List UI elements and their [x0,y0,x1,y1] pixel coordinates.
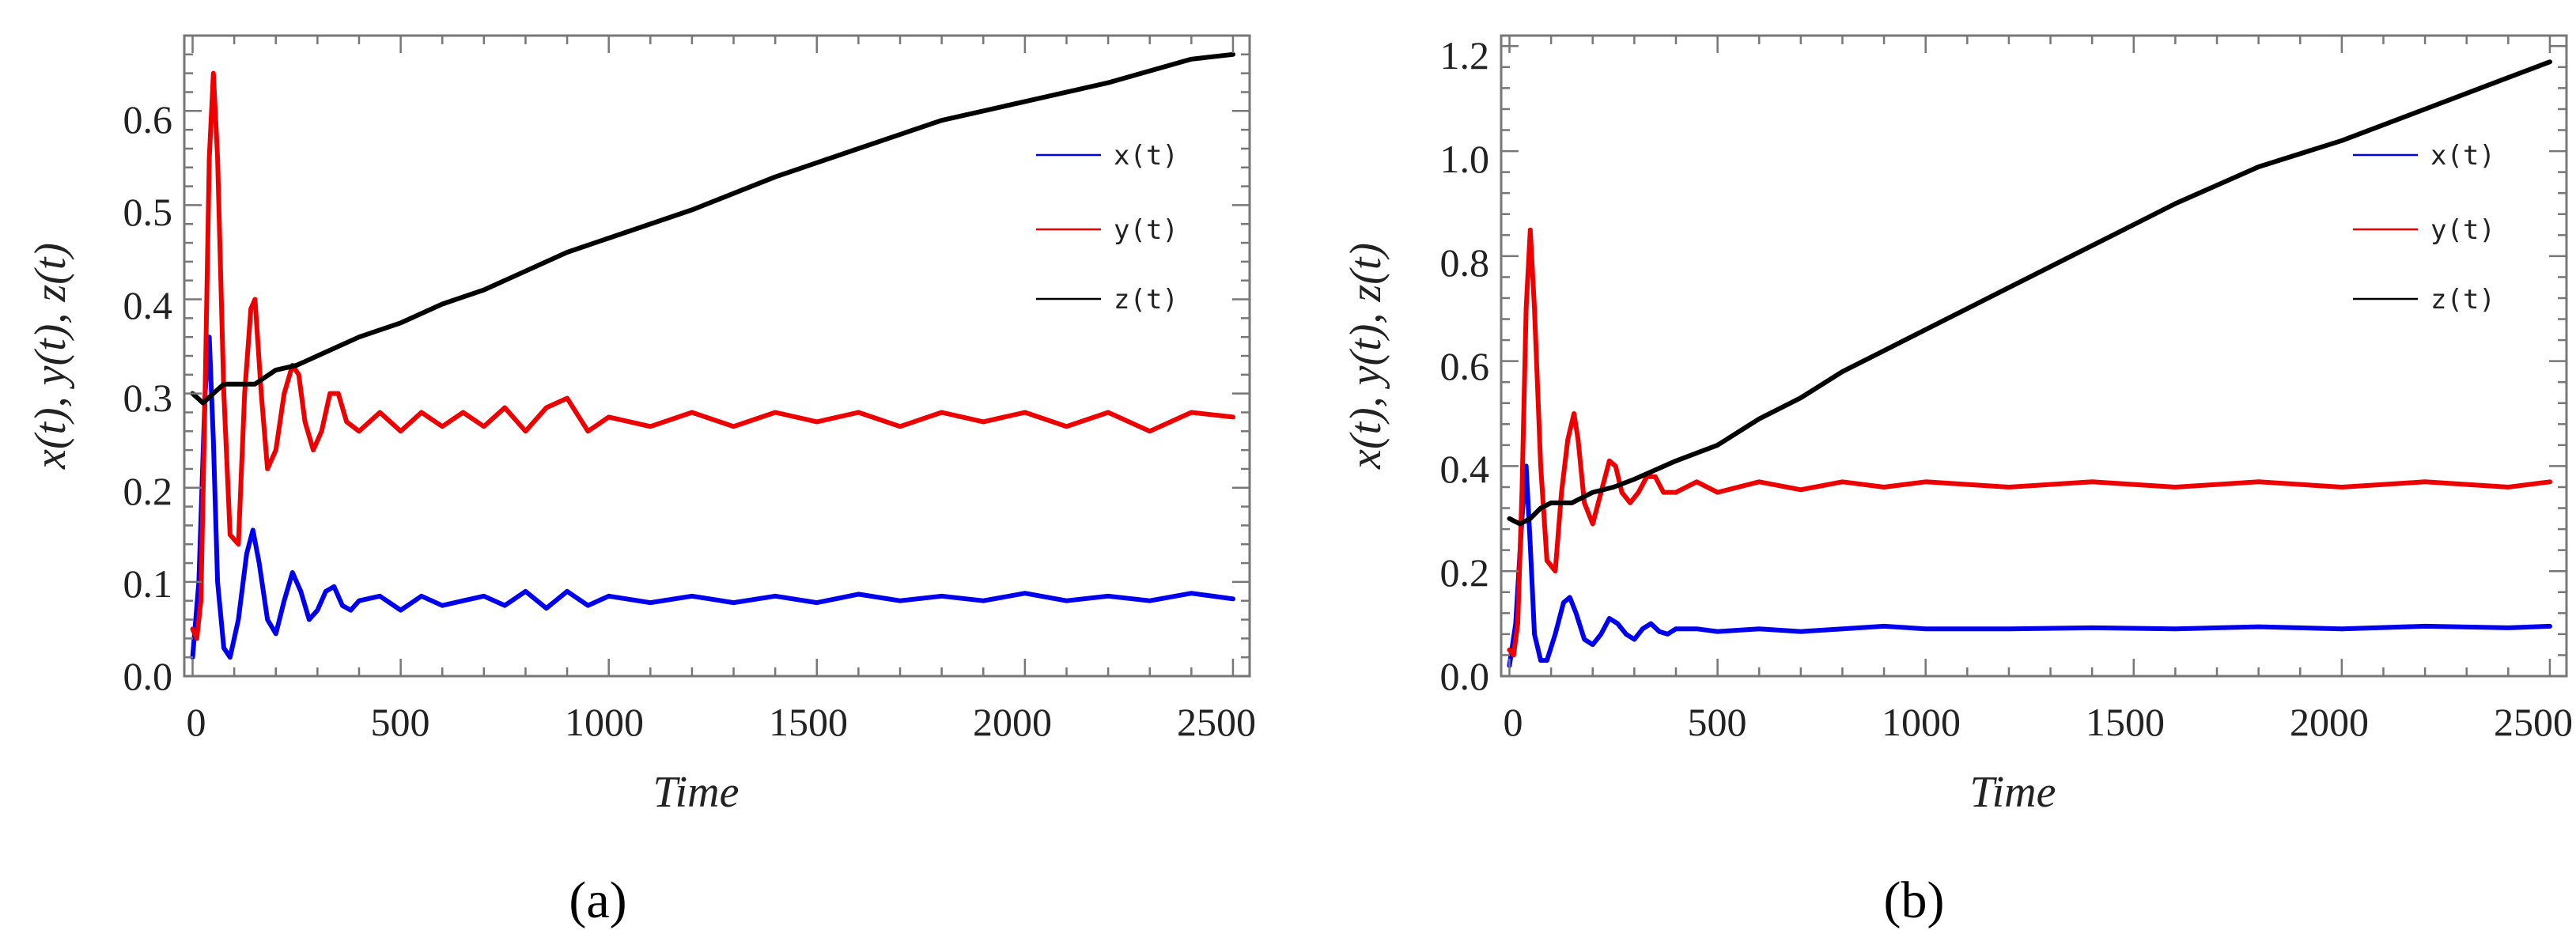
y-tick-label: 0.6 [123,97,173,142]
panel-b: 0 500 1000 1500 2000 2500 0.0 0.2 0.4 0.… [1341,33,2573,929]
y-axis-title: x(t), y(t), z(t) [26,243,75,470]
y-tick-label: 0.5 [123,190,173,234]
y-tick-label: 0.2 [1440,550,1490,595]
y-tick-label: 0.1 [123,561,173,606]
y-tick-labels: 0.0 0.2 0.4 0.6 0.8 1.0 1.2 [1440,33,1490,698]
x-tick-labels: 0 500 1000 1500 2000 2500 [187,700,1257,744]
plot-a-series [190,51,1235,660]
series-line-x [1507,463,2552,668]
x-tick-label: 2500 [1177,700,1256,744]
x-tick-labels: 0 500 1000 1500 2000 2500 [1504,700,2574,744]
y-tick-label: 1.2 [1440,33,1490,77]
plot-frame [183,34,1251,678]
series-line-z [190,51,1235,406]
x-tick-label: 2500 [2494,700,2573,744]
panel-label-a: (a) [569,871,626,929]
series-line-x [190,335,1235,660]
legend-label-z: z(t) [1114,284,1178,316]
legend-label-y: y(t) [1114,214,1178,246]
x-tick-label: 0 [187,700,206,744]
legend: x(t) y(t) z(t) [1036,140,1178,316]
axis-ticks [184,34,1250,678]
y-tick-label: 0.3 [123,376,173,420]
y-tick-label: 0.2 [123,469,173,513]
x-tick-label: 1500 [2086,700,2165,744]
y-tick-labels: 0.0 0.1 0.2 0.3 0.4 0.5 0.6 [123,97,173,698]
plot-b-series [1507,59,2552,668]
legend-label-x: x(t) [2430,140,2495,172]
plot-frame [1500,34,2568,678]
axis-ticks [1501,36,2567,678]
legend-label-y: y(t) [2430,214,2495,246]
x-axis-title: Time [1970,768,2056,817]
y-tick-label: 0.4 [123,283,173,327]
x-tick-label: 0 [1504,700,1523,744]
y-axis-title: x(t), y(t), z(t) [1341,243,1390,470]
legend-label-z: z(t) [2430,284,2495,316]
y-tick-label: 0.6 [1440,344,1490,388]
y-tick-label: 0.8 [1440,240,1490,285]
y-tick-label: 0.0 [123,654,173,698]
legend-label-x: x(t) [1114,140,1178,172]
series-line-y [190,70,1235,641]
y-tick-label: 1.0 [1440,137,1490,181]
x-axis-title: Time [653,768,740,817]
y-tick-label: 0.4 [1440,447,1490,491]
x-tick-label: 1000 [565,700,644,744]
x-tick-label: 2000 [973,700,1052,744]
x-tick-label: 1500 [769,700,848,744]
x-tick-label: 500 [371,700,430,744]
panel-a: 0 500 1000 1500 2000 2500 0.0 0.1 0.2 0.… [26,34,1257,929]
x-tick-label: 500 [1688,700,1747,744]
y-tick-label: 0.0 [1440,654,1490,698]
x-tick-label: 1000 [1882,700,1961,744]
series-line-z [1507,59,2552,527]
series-line-y [1507,227,2552,658]
x-tick-label: 2000 [2290,700,2369,744]
panel-label-b: (b) [1884,871,1945,929]
legend: x(t) y(t) z(t) [2353,140,2495,316]
